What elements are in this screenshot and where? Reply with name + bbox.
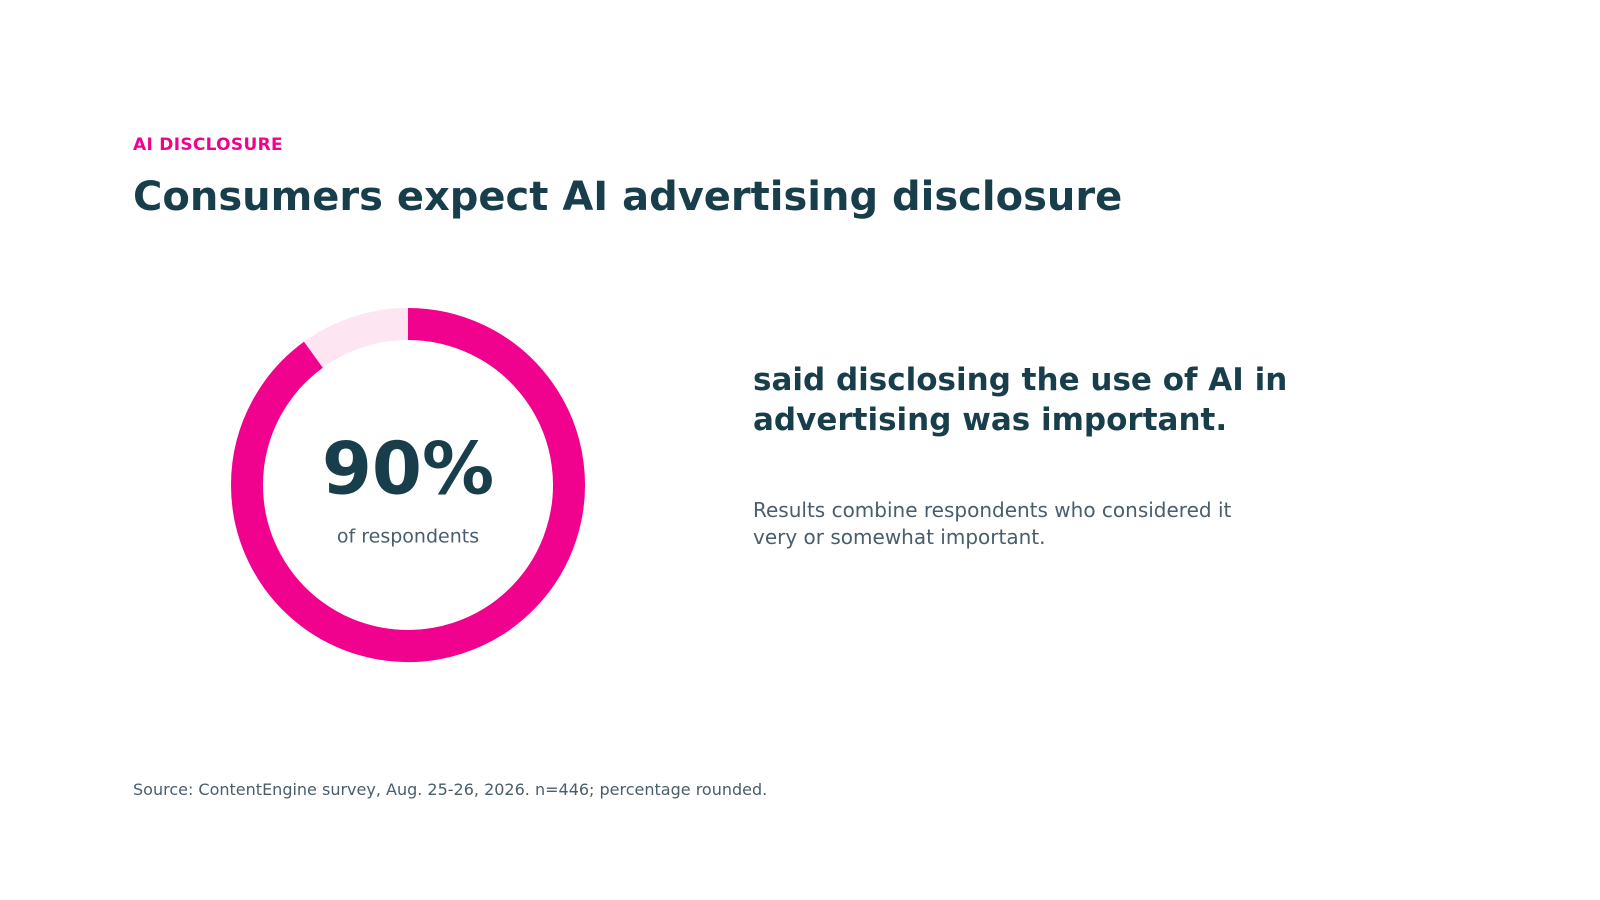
note: Results combine respondents who consider…: [753, 498, 1232, 549]
value-label: 90%: [322, 427, 494, 511]
donut-arc: [231, 308, 585, 662]
kicker: AI DISCLOSURE: [133, 135, 283, 155]
source: Source: ContentEngine survey, Aug. 25-26…: [133, 780, 768, 799]
center-label: of respondents: [337, 526, 479, 548]
statement: said disclosing the use of AI in adverti…: [753, 362, 1288, 438]
chart: 90% of respondents: [231, 308, 585, 662]
chart-title: Consumers expect AI advertising disclosu…: [133, 174, 1123, 220]
